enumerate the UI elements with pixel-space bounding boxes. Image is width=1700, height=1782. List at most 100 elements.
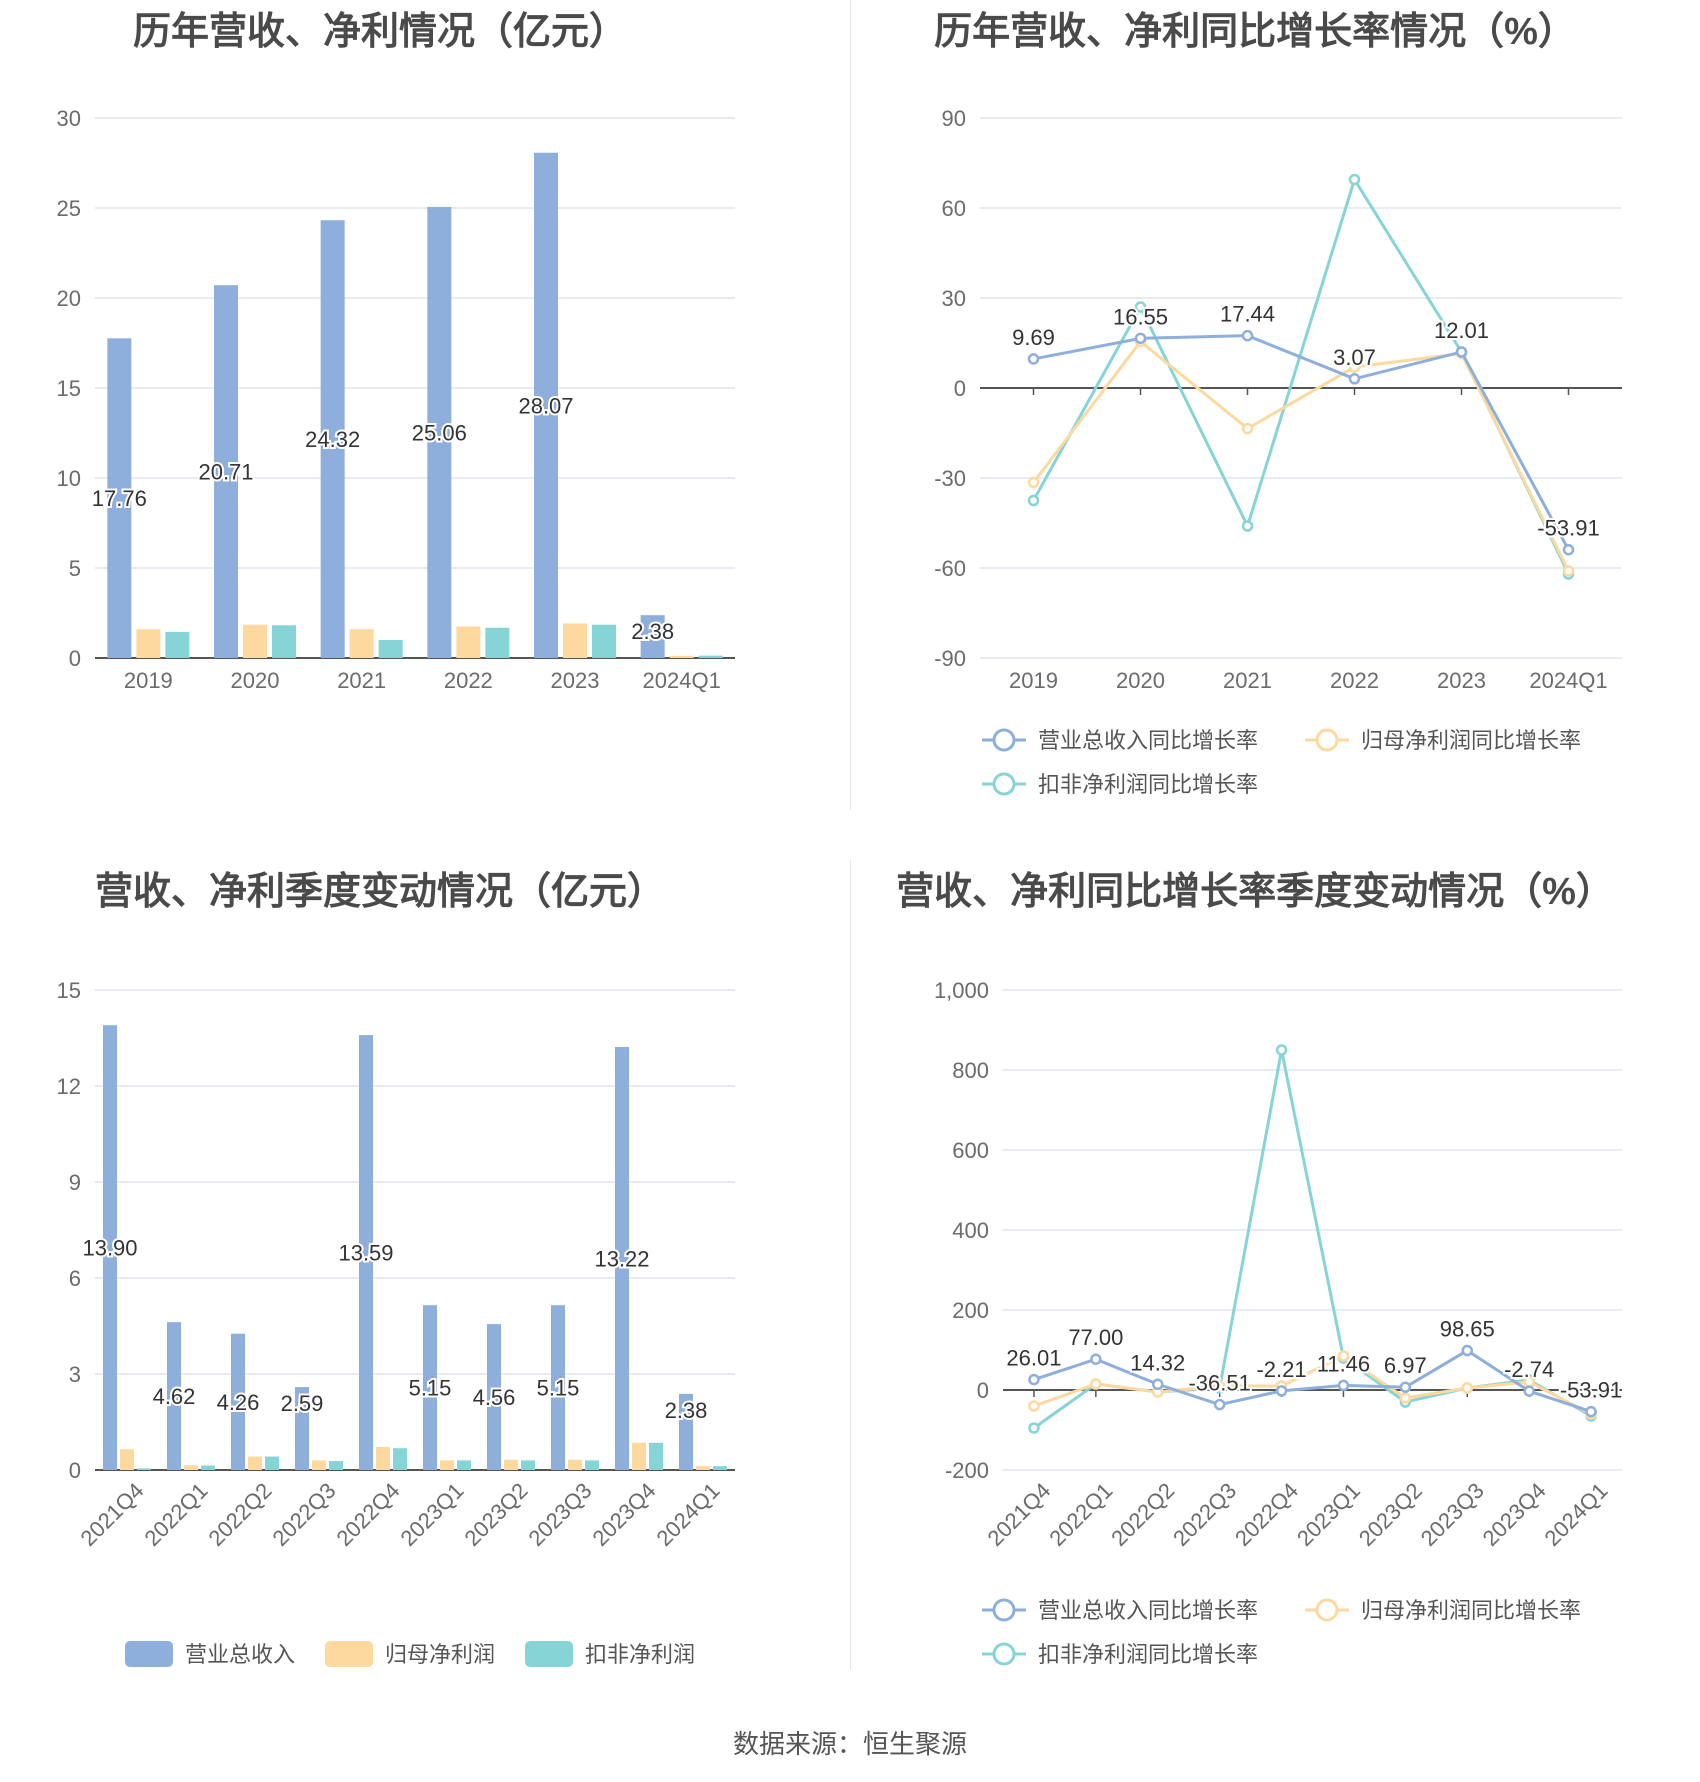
bar bbox=[231, 1333, 245, 1470]
bar-data-label: 13.90 bbox=[82, 1236, 137, 1261]
series-point bbox=[1241, 520, 1254, 532]
series-point bbox=[1028, 1422, 1040, 1434]
bar bbox=[592, 624, 616, 658]
bar bbox=[649, 1442, 663, 1470]
bar bbox=[393, 1448, 407, 1470]
x-tick-label: 2023Q2 bbox=[1354, 1478, 1427, 1551]
x-tick-label: 2019 bbox=[1009, 668, 1058, 693]
chart-title: 营收、净利同比增长率季度变动情况（%） bbox=[896, 871, 1614, 913]
series-point bbox=[1585, 1405, 1597, 1418]
bar-data-label: 2.59 bbox=[281, 1391, 324, 1416]
chart-title: 营收、净利季度变动情况（亿元） bbox=[94, 871, 665, 913]
point-data-label: -36.51 bbox=[1188, 1371, 1250, 1396]
bar-data-label: 5.15 bbox=[409, 1376, 452, 1401]
bar bbox=[107, 338, 132, 658]
y-tick-label: -90 bbox=[934, 646, 966, 671]
x-tick-label: 2023Q1 bbox=[395, 1478, 468, 1551]
x-tick-label: 2024Q1 bbox=[1540, 1478, 1613, 1551]
series-point bbox=[1027, 476, 1040, 489]
chart-panel-annual-values: 历年营收、净利情况（亿元） 0 5 10 15 20 25 30 17.76 2019 20.71… bbox=[0, 0, 760, 740]
series-point bbox=[1399, 1392, 1412, 1404]
legend-label: 扣非净利润 bbox=[585, 1642, 695, 1667]
point-data-label: 26.01 bbox=[1006, 1346, 1061, 1371]
y-tick-label: 90 bbox=[942, 106, 966, 131]
bar bbox=[563, 623, 587, 658]
y-tick-label: 12 bbox=[57, 1074, 81, 1099]
series-line bbox=[1033, 334, 1570, 551]
bar bbox=[248, 1456, 262, 1470]
legend-label: 扣非净利润同比增长率 bbox=[1038, 1642, 1258, 1667]
x-tick-label: 2023Q4 bbox=[587, 1478, 660, 1551]
bar bbox=[103, 1025, 117, 1470]
bar bbox=[632, 1442, 646, 1470]
series-point bbox=[1028, 1373, 1040, 1386]
bar-data-label: 5.15 bbox=[537, 1376, 580, 1401]
bar bbox=[265, 1456, 279, 1470]
x-tick-label: 2022Q3 bbox=[267, 1478, 340, 1551]
legend-circle-marker bbox=[1315, 1598, 1339, 1622]
x-tick-label: 2022Q2 bbox=[203, 1478, 276, 1551]
point-data-label: 17.44 bbox=[1220, 302, 1275, 327]
series-point bbox=[1213, 1398, 1226, 1411]
bar bbox=[349, 629, 374, 658]
bar bbox=[485, 627, 510, 658]
chart-annual-values: 0 5 10 15 20 25 30 17.76 2019 20.71 2020 24.32 2021 2… bbox=[57, 106, 735, 693]
bar-data-label: 28.07 bbox=[518, 393, 573, 418]
series-point bbox=[1275, 1385, 1288, 1397]
y-tick-label: -30 bbox=[934, 466, 966, 491]
panel-divider-bottom bbox=[850, 860, 851, 1670]
x-tick-label: 2020 bbox=[231, 668, 280, 693]
bar bbox=[696, 1466, 710, 1470]
legend-label: 扣非净利润同比增长率 bbox=[1038, 772, 1258, 797]
bar bbox=[521, 1460, 535, 1470]
chart-panel-quarterly-values: 营收、净利季度变动情况（亿元） 0 3 6 9 12 15 13.90 2021Q4 4.62 2… bbox=[0, 860, 760, 1680]
bar bbox=[551, 1305, 565, 1470]
series-point bbox=[1028, 1400, 1040, 1412]
bar bbox=[167, 1322, 181, 1470]
series-point bbox=[1152, 1378, 1164, 1391]
bar bbox=[640, 615, 665, 658]
bar bbox=[120, 1449, 134, 1470]
bar bbox=[534, 152, 558, 659]
bar-data-label: 4.62 bbox=[153, 1384, 196, 1409]
series-point bbox=[1455, 346, 1468, 358]
point-data-label: 6.97 bbox=[1384, 1353, 1427, 1378]
chart-quarterly-values: 0369121513.902021Q44.622022Q14.262022Q22… bbox=[57, 978, 735, 1667]
x-tick-label: 2022Q2 bbox=[1106, 1478, 1179, 1551]
legend-swatch bbox=[325, 1641, 373, 1667]
chart-quarterly-growth: -200 0 200 400 600 800 1,000 2021Q42022Q12022Q2… bbox=[934, 978, 1624, 1667]
bar-data-label: 2.38 bbox=[665, 1398, 708, 1423]
point-data-label: 77.00 bbox=[1068, 1325, 1123, 1350]
x-tick-label: 2022 bbox=[1330, 668, 1379, 693]
bar bbox=[669, 655, 694, 658]
bar bbox=[713, 1466, 727, 1470]
series-point bbox=[1134, 332, 1147, 345]
y-tick-label: 6 bbox=[69, 1266, 81, 1291]
series-point bbox=[1027, 494, 1040, 507]
series-point bbox=[1275, 1044, 1288, 1056]
point-data-label: -53.91 bbox=[1560, 1378, 1622, 1403]
series-point bbox=[1134, 301, 1147, 313]
x-tick-label: 2020 bbox=[1116, 668, 1165, 693]
series-point bbox=[1027, 353, 1040, 365]
x-tick-label: 2021 bbox=[1223, 668, 1272, 693]
x-tick-label: 2019 bbox=[124, 668, 173, 693]
bar bbox=[329, 1461, 343, 1470]
series-point bbox=[1461, 1382, 1473, 1394]
bar bbox=[423, 1305, 437, 1470]
bar bbox=[214, 285, 238, 658]
series-point bbox=[1241, 422, 1254, 435]
x-tick-label: 2021Q4 bbox=[982, 1478, 1055, 1551]
series-point bbox=[1348, 173, 1361, 186]
x-tick-label: 2024Q1 bbox=[643, 668, 721, 693]
legend-label: 归母净利润 bbox=[385, 1642, 495, 1667]
bar bbox=[243, 624, 267, 658]
x-tick-label: 2024Q1 bbox=[651, 1478, 724, 1551]
series-point bbox=[1348, 361, 1361, 373]
legend-swatch bbox=[125, 1641, 173, 1667]
series-point bbox=[1562, 543, 1575, 556]
x-tick-label: 2022Q3 bbox=[1168, 1478, 1241, 1551]
bar bbox=[487, 1324, 501, 1470]
bar bbox=[456, 626, 481, 658]
bar-data-label: 20.71 bbox=[198, 460, 253, 485]
